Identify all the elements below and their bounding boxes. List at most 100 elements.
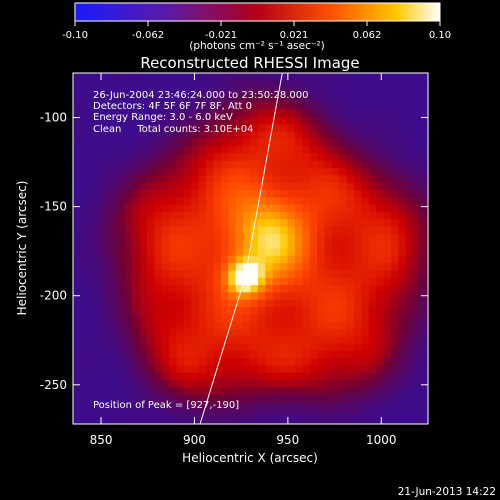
heatmap-cell [420, 292, 428, 301]
heatmap-cell [117, 336, 126, 345]
heatmap-cell [95, 138, 104, 147]
heatmap-cell [191, 73, 200, 81]
heatmap-cell [161, 248, 170, 257]
heatmap-cell [87, 409, 96, 418]
heatmap-cell [368, 299, 377, 308]
heatmap-cell [139, 153, 148, 162]
heatmap-cell [73, 270, 81, 279]
heatmap-cell [294, 204, 303, 213]
heatmap-cell [132, 394, 141, 403]
heatmap-cell [317, 219, 326, 228]
heatmap-cell [391, 102, 400, 111]
heatmap-cell [132, 380, 141, 389]
heatmap-cell [80, 226, 89, 235]
heatmap-cell [95, 394, 104, 403]
heatmap-cell [398, 343, 407, 352]
heatmap-cell [405, 321, 414, 330]
heatmap-cell [132, 277, 141, 286]
heatmap-cell [102, 80, 111, 89]
heatmap-cell [169, 409, 178, 418]
heatmap-cell [176, 168, 185, 176]
heatmap-cell [361, 109, 370, 118]
heatmap-cell [228, 197, 237, 206]
heatmap-cell [324, 109, 333, 118]
heatmap-cell [376, 87, 385, 96]
heatmap-cell [376, 350, 385, 359]
heatmap-cell [361, 409, 370, 418]
heatmap-cell [198, 285, 207, 293]
heatmap-cell [272, 138, 281, 147]
heatmap-cell [161, 387, 170, 396]
heatmap-cell [339, 314, 348, 323]
heatmap-cell [383, 138, 392, 147]
heatmap-cell [132, 409, 141, 418]
heatmap-cell [368, 255, 377, 264]
heatmap-cell [265, 365, 274, 374]
heatmap-cell [250, 380, 259, 389]
heatmap-cell [80, 416, 89, 424]
heatmap-cell [368, 394, 377, 403]
heatmap-cell [102, 358, 111, 367]
heatmap-cell [228, 402, 237, 410]
heatmap-cell [413, 241, 422, 250]
heatmap-cell [161, 160, 170, 169]
heatmap-cell [191, 182, 200, 191]
heatmap-cell [317, 394, 326, 403]
heatmap-cell [213, 190, 222, 198]
heatmap-cell [405, 350, 414, 359]
heatmap-cell [243, 328, 252, 337]
heatmap-cell [413, 182, 422, 191]
heatmap-cell [102, 343, 111, 352]
heatmap-cell [139, 270, 148, 279]
heatmap-cell [294, 241, 303, 250]
heatmap-cell [206, 248, 215, 257]
heatmap-cell [339, 416, 348, 424]
heatmap-cell [413, 102, 422, 111]
heatmap-cell [287, 263, 296, 272]
heatmap-cell [169, 204, 178, 213]
heatmap-cell [346, 328, 355, 337]
heatmap-cell [206, 226, 215, 235]
x-tick-label: 1000 [366, 433, 397, 447]
heatmap-cell [87, 204, 96, 213]
heatmap-cell [294, 87, 303, 96]
heatmap-cell [302, 226, 311, 235]
heatmap-cell [405, 211, 414, 220]
heatmap-cell [73, 131, 81, 140]
heatmap-cell [346, 87, 355, 96]
heatmap-cell [354, 138, 363, 147]
heatmap-cell [257, 409, 266, 418]
heatmap-cell [132, 343, 141, 352]
heatmap-cell [265, 168, 274, 176]
heatmap-cell [317, 321, 326, 330]
heatmap-cell [265, 321, 274, 330]
heatmap-cell [309, 160, 318, 169]
heatmap-cell [250, 270, 259, 279]
heatmap-cell [317, 197, 326, 206]
heatmap-cell [213, 153, 222, 162]
heatmap-cell [420, 87, 428, 96]
heatmap-cell [176, 299, 185, 308]
heatmap-cell [368, 336, 377, 345]
heatmap-cell [109, 94, 118, 103]
heatmap-cell [73, 160, 81, 169]
heatmap-cell [280, 233, 289, 242]
heatmap-cell [95, 307, 104, 315]
heatmap-cell [109, 226, 118, 235]
heatmap-cell [250, 138, 259, 147]
heatmap-cell [405, 365, 414, 374]
heatmap-cell [220, 204, 229, 213]
heatmap-cell [235, 94, 244, 103]
heatmap-cell [183, 263, 192, 272]
heatmap-cell [169, 182, 178, 191]
heatmap-cell [346, 146, 355, 155]
heatmap-cell [257, 277, 266, 286]
heatmap-cell [257, 402, 266, 410]
heatmap-cell [102, 94, 111, 103]
heatmap-cell [220, 80, 229, 89]
heatmap-cell [294, 409, 303, 418]
heatmap-cell [361, 233, 370, 242]
heatmap-cell [383, 190, 392, 198]
heatmap-cell [124, 285, 133, 293]
heatmap-cell [354, 211, 363, 220]
